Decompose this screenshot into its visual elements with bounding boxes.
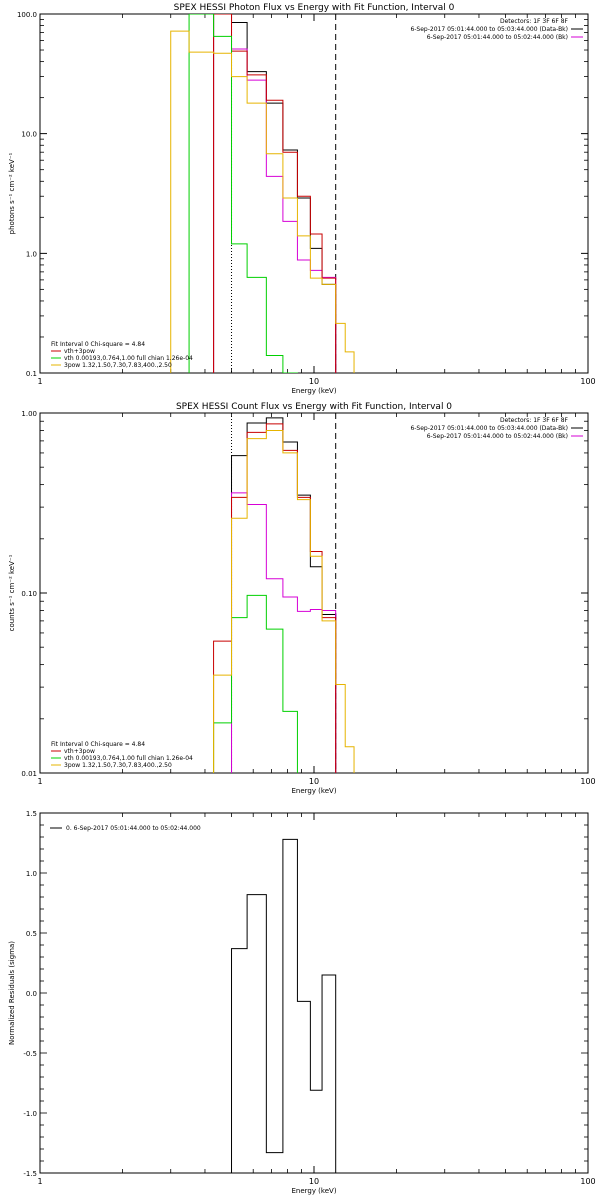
legend-top-text: 6-Sep-2017 05:01:44.000 to 05:03:44.000 … [410,425,568,432]
y-tick-label: 1.00 [21,410,37,418]
x-tick-label: 100 [580,777,595,786]
y-tick-label: 0.01 [21,770,37,778]
x-tick-label: 100 [580,377,595,386]
x-axis-label: Energy (keV) [291,787,336,795]
x-axis-label: Energy (keV) [291,387,336,395]
y-tick-label: -1.5 [23,1170,37,1178]
legend-bottom-text: Fit Interval 0 Chi-square = 4.84 [51,341,145,348]
x-tick-label: 100 [580,1177,595,1186]
y-tick-label: -0.5 [23,1050,37,1058]
chart-title: SPEX HESSI Count Flux vs Energy with Fit… [176,402,452,412]
y-axis-label: counts s⁻¹ cm⁻² keV⁻¹ [8,554,16,631]
legend-bottom-text: vth 0.00193,0.764,1.00 full chian 1.26e-… [64,355,193,362]
legend-top-text: 6-Sep-2017 05:01:44.000 to 05:03:44.000 … [410,26,568,33]
legend-bottom-text: vth+3pow [64,348,95,355]
legend-bottom-text: Fit Interval 0 Chi-square = 4.84 [51,741,145,748]
legend-corner-text: 0. 6-Sep-2017 05:01:44.000 to 05:02:44.0… [66,825,201,832]
chart-title: SPEX HESSI Photon Flux vs Energy with Fi… [174,3,455,13]
y-tick-label: 0.1 [26,370,37,378]
legend-top-text: Detectors: 1F 3F 6F 8F [500,417,569,424]
x-tick-label: 10 [309,377,319,386]
x-tick-label: 10 [309,777,319,786]
x-tick-label: 1 [37,377,42,386]
y-tick-label: -1.0 [23,1110,37,1118]
legend-bottom-text: vth+3pow [64,748,95,755]
series-histogram-5 [213,429,355,773]
x-tick-label: 10 [309,1177,319,1186]
legend-bottom-text: 3pow 1.32,1.50,7.30,7.83,400.,2.50 [64,762,172,769]
y-tick-label: 1.0 [26,250,37,258]
y-axis-label: Normalized Residuals (sigma) [8,941,16,1045]
legend-top-text: 6-Sep-2017 05:01:44.000 to 05:02:44.000 … [427,34,568,41]
y-tick-label: 10.0 [21,131,37,139]
chart-panel-3: 1 10 100 Energy (keV) -1.5 -1.0 -0.5 0.0 0.5 1.0 1… [8,810,596,1195]
y-tick-label: 100.0 [17,11,37,19]
x-axis-label: Energy (keV) [291,1187,336,1195]
x-tick-label: 1 [37,1177,42,1186]
chart-panel-1: SPEX HESSI Photon Flux vs Energy with Fi… [8,3,596,395]
y-axis-label: photons s⁻¹ cm⁻² keV⁻¹ [8,152,16,234]
legend-top-text: 6-Sep-2017 05:01:44.000 to 05:02:44.000 … [427,433,568,440]
legend-bottom-text: 3pow 1.32,1.50,7.30,7.83,400.,2.50 [64,362,172,369]
x-tick-label: 1 [37,777,42,786]
series-histogram-4 [188,14,298,373]
y-tick-label: 1.0 [26,870,37,878]
y-tick-label: 1.5 [26,810,37,818]
series-histogram-1 [231,838,337,1173]
y-tick-label: 0.10 [21,590,37,598]
legend-bottom-text: vth 0.00193,0.764,1.00 full chian 1.26e-… [64,755,193,762]
y-tick-label: 0.0 [26,990,37,998]
chart-panel-2: SPEX HESSI Count Flux vs Energy with Fit… [8,402,596,795]
legend-top-text: Detectors: 1F 3F 6F 8F [500,18,569,25]
y-tick-label: 0.5 [26,930,37,938]
series-histogram-5 [170,30,355,373]
series-histogram-4 [213,594,298,773]
